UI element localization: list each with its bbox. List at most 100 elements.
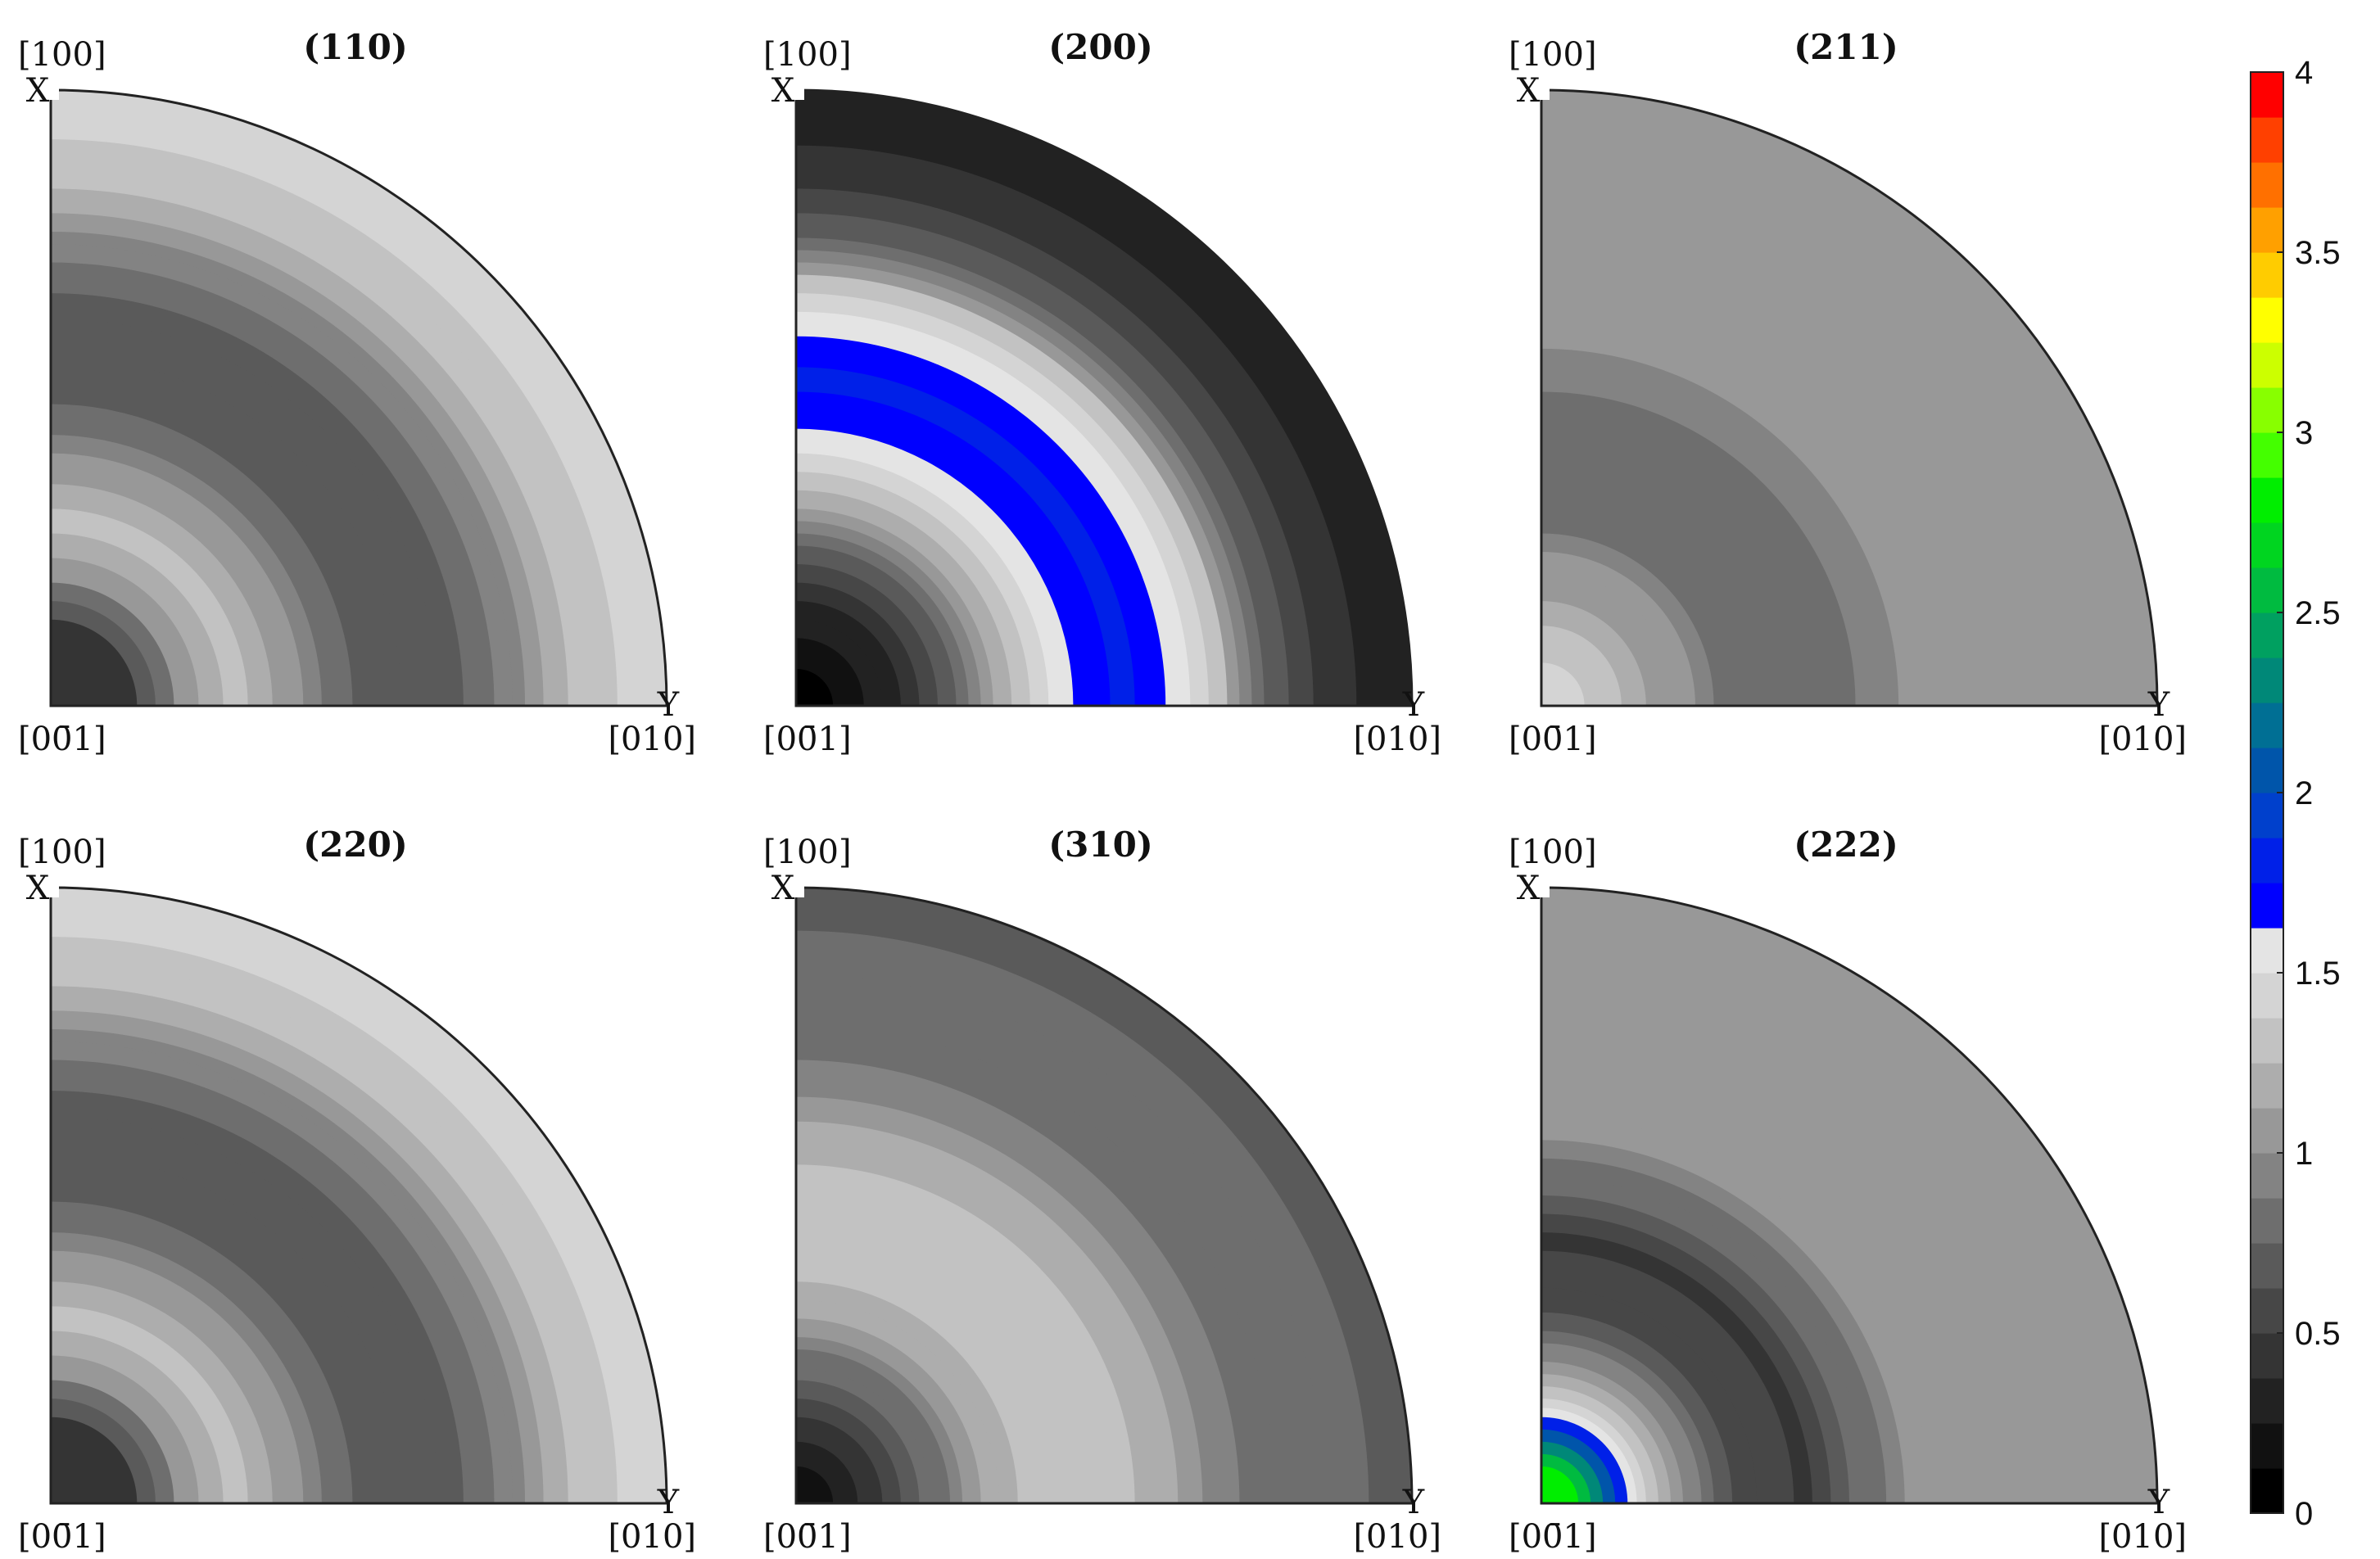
colorbar-tick-label: 0 bbox=[2295, 1496, 2313, 1532]
pole-figure-panels: (110)[100]XY[00̄1] [010](200)[100]XY[00̄1… bbox=[18, 27, 2187, 1556]
colorbar-step bbox=[2251, 1063, 2283, 1109]
colorbar-step bbox=[2251, 1198, 2283, 1244]
corner-label-bottom-left: [00̄1] bbox=[18, 1518, 106, 1556]
colorbar-step bbox=[2251, 973, 2283, 1019]
x-axis-marker bbox=[43, 87, 59, 100]
colorbar-step bbox=[2251, 928, 2283, 974]
colorbar-step bbox=[2251, 252, 2283, 298]
corner-label-bottom-right: [010] bbox=[608, 721, 696, 758]
colorbar-step bbox=[2251, 838, 2283, 883]
corner-label-bottom-left: [00̄1] bbox=[1509, 1518, 1597, 1556]
y-direction-label: Y bbox=[2147, 1484, 2170, 1521]
contour-band bbox=[51, 1417, 138, 1503]
panel-title: (110) bbox=[303, 27, 407, 67]
x-direction-label: X bbox=[26, 870, 50, 907]
colorbar-step bbox=[2251, 1333, 2283, 1379]
colorbar-step bbox=[2251, 703, 2283, 748]
colorbar-step bbox=[2251, 793, 2283, 838]
colorbar-step bbox=[2251, 612, 2283, 658]
panel-title: (200) bbox=[1048, 27, 1152, 67]
corner-label-top: [100] bbox=[1509, 834, 1597, 871]
colorbar-step bbox=[2251, 1378, 2283, 1424]
colorbar-step bbox=[2251, 477, 2283, 523]
colorbar-step bbox=[2251, 72, 2283, 118]
corner-label-bottom-right: [010] bbox=[1353, 721, 1441, 758]
x-axis-marker bbox=[1533, 884, 1550, 897]
pole-figure-panel: (220) [100]X Y [00̄1] [010] bbox=[18, 825, 696, 1556]
x-direction-label: X bbox=[771, 870, 795, 907]
pole-figure-panel: (110) [100]X Y [00̄1] [010] bbox=[18, 27, 696, 758]
colorbar-tick-label: 3 bbox=[2295, 415, 2313, 451]
colorbar-tick-label: 2 bbox=[2295, 775, 2313, 811]
y-direction-label: Y bbox=[2147, 686, 2170, 724]
contour-band bbox=[1541, 1466, 1579, 1503]
x-axis-marker bbox=[1533, 87, 1550, 100]
colorbar-tick-label: 1.5 bbox=[2295, 956, 2341, 992]
colorbar-step bbox=[2251, 748, 2283, 793]
corner-label-top: [100] bbox=[18, 834, 106, 871]
colorbar-step bbox=[2251, 1288, 2283, 1334]
corner-label-bottom-right: [010] bbox=[1353, 1518, 1441, 1556]
corner-label-top: [100] bbox=[18, 36, 106, 74]
colorbar-step bbox=[2251, 1108, 2283, 1154]
pole-figure-panel: (200) [100]X Y [00̄1] [010] bbox=[763, 27, 1441, 758]
contour-band bbox=[51, 619, 138, 706]
colorbar-step bbox=[2251, 297, 2283, 343]
corner-label-top: [100] bbox=[763, 36, 852, 74]
colorbar-step bbox=[2251, 522, 2283, 568]
colorbar-step bbox=[2251, 1153, 2283, 1199]
contour-band bbox=[796, 1466, 834, 1503]
corner-label-bottom-left: [00̄1] bbox=[18, 721, 106, 758]
y-direction-label: Y bbox=[657, 686, 680, 724]
y-direction-label: Y bbox=[1402, 686, 1425, 724]
corner-label-bottom-left: [00̄1] bbox=[763, 1518, 852, 1556]
colorbar: 0 0.5 1 1.5 2 2.5 3 3.5 4 bbox=[2250, 55, 2341, 1532]
colorbar-step bbox=[2251, 657, 2283, 703]
colorbar-step bbox=[2251, 1423, 2283, 1469]
x-direction-label: X bbox=[26, 72, 50, 110]
pole-figure-outline bbox=[49, 88, 668, 707]
x-direction-label: X bbox=[771, 72, 795, 110]
pole-figure-outline bbox=[794, 88, 1414, 707]
colorbar-step bbox=[2251, 117, 2283, 163]
colorbar-step bbox=[2251, 387, 2283, 433]
pole-figure-outline bbox=[49, 886, 668, 1505]
corner-label-top: [100] bbox=[763, 834, 852, 871]
colorbar-step bbox=[2251, 342, 2283, 388]
colorbar-step bbox=[2251, 1018, 2283, 1064]
corner-label-bottom-left: [00̄1] bbox=[763, 721, 852, 758]
panel-title: (211) bbox=[1794, 27, 1898, 67]
colorbar-step bbox=[2251, 162, 2283, 208]
pole-figure-outline bbox=[1540, 886, 2159, 1505]
x-axis-marker bbox=[788, 87, 804, 100]
panel-title: (220) bbox=[303, 825, 407, 865]
y-direction-label: Y bbox=[657, 1484, 680, 1521]
corner-label-top: [100] bbox=[1509, 36, 1597, 74]
colorbar-step bbox=[2251, 432, 2283, 478]
colorbar-tick-label: 1 bbox=[2295, 1136, 2313, 1172]
pole-figure-outline bbox=[794, 886, 1414, 1505]
colorbar-step bbox=[2251, 567, 2283, 613]
contour-band bbox=[796, 668, 834, 706]
pole-figure-outline bbox=[1540, 88, 2159, 707]
panel-title: (310) bbox=[1048, 825, 1152, 865]
colorbar-tick-label: 4 bbox=[2295, 55, 2313, 91]
corner-label-bottom-right: [010] bbox=[2098, 1518, 2187, 1556]
colorbar-step bbox=[2251, 207, 2283, 253]
pole-figure-panel: (222) [100]X Y [00̄1] [010] bbox=[1509, 825, 2187, 1556]
y-direction-label: Y bbox=[1402, 1484, 1425, 1521]
colorbar-tick-label: 3.5 bbox=[2295, 235, 2341, 271]
pole-figure-panel: (310) [100]X Y [00̄1] [010] bbox=[763, 825, 1441, 1556]
corner-label-bottom-right: [010] bbox=[2098, 721, 2187, 758]
colorbar-step bbox=[2251, 1468, 2283, 1514]
x-axis-marker bbox=[788, 884, 804, 897]
x-axis-marker bbox=[43, 884, 59, 897]
colorbar-tick-label: 0.5 bbox=[2295, 1316, 2341, 1352]
x-direction-label: X bbox=[1517, 870, 1541, 907]
corner-label-bottom-right: [010] bbox=[608, 1518, 696, 1556]
colorbar-step bbox=[2251, 1243, 2283, 1289]
panel-title: (222) bbox=[1794, 825, 1898, 865]
contour-band bbox=[1541, 662, 1585, 706]
colorbar-step bbox=[2251, 883, 2283, 929]
